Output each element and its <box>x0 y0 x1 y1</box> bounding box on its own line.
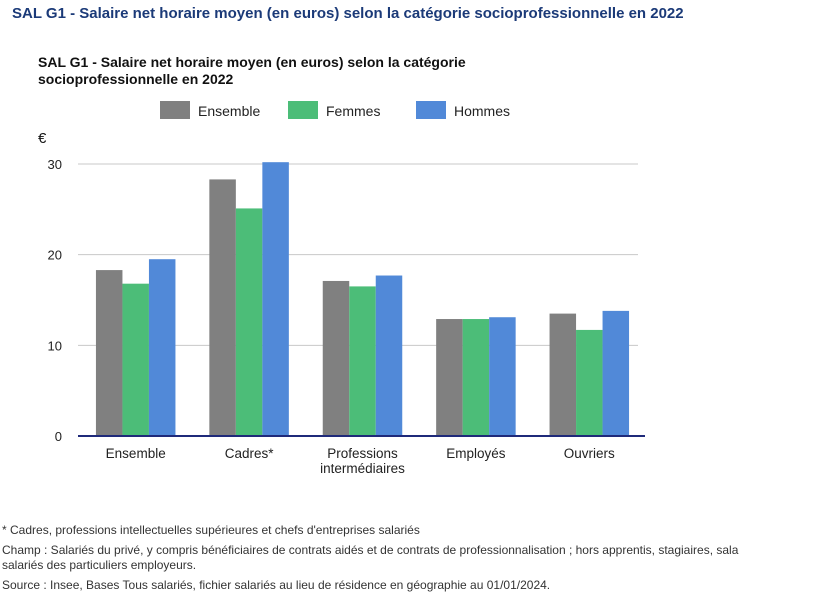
chart-legend: Ensemble Femmes Hommes <box>160 101 510 119</box>
bar-ensemble <box>436 319 463 436</box>
y-axis-unit-label: € <box>38 130 47 147</box>
bar-femmes <box>235 208 263 436</box>
x-tick-label: Employés <box>446 446 506 461</box>
y-tick-label: 10 <box>48 338 62 353</box>
bar-hommes <box>375 275 403 436</box>
legend-swatch-ensemble <box>160 101 190 119</box>
bar-femmes <box>462 319 490 436</box>
bar-chart: Ensemble Femmes Hommes € 0 10 20 30 Ensemble C… <box>38 101 645 476</box>
page-title: SAL G1 - Salaire net horaire moyen (en e… <box>12 5 684 22</box>
bar-ensemble <box>95 270 123 436</box>
champ-note-line-2: salariés des particuliers employeurs. <box>2 558 197 572</box>
bar-ensemble <box>322 280 350 436</box>
bar-hommes <box>489 317 516 436</box>
chart-notes: * Cadres, professions intellectuelles su… <box>2 523 828 598</box>
y-tick-label: 30 <box>48 157 62 172</box>
legend-label: Hommes <box>454 103 510 119</box>
bars <box>95 162 630 436</box>
bar-ensemble <box>549 313 577 436</box>
legend-label: Femmes <box>326 103 380 119</box>
source-note: Source : Insee, Bases Tous salariés, fic… <box>2 578 551 592</box>
y-tick-label: 0 <box>55 429 62 444</box>
bar-femmes <box>122 283 149 436</box>
bar-hommes <box>148 259 176 436</box>
x-tick-label: Ouvriers <box>564 446 615 461</box>
bar-femmes <box>576 329 603 436</box>
y-axis-ticks: 0 10 20 30 <box>48 157 62 444</box>
chart-title: SAL G1 - Salaire net horaire moyen (en e… <box>38 54 466 87</box>
legend-swatch-femmes <box>288 101 318 119</box>
bar-ensemble <box>209 179 236 436</box>
footnote: * Cadres, professions intellectuelles su… <box>2 523 420 537</box>
y-tick-label: 20 <box>48 248 62 263</box>
x-axis-tick-labels: Ensemble Cadres* Professions intermédiaires… <box>106 446 615 476</box>
legend-label: Ensemble <box>198 103 260 119</box>
champ-note: Champ : Salariés du privé, y compris bén… <box>2 543 828 573</box>
bar-hommes <box>262 162 289 436</box>
legend-swatch-hommes <box>416 101 446 119</box>
bar-hommes <box>602 310 630 436</box>
x-tick-label: Cadres* <box>225 446 275 461</box>
bar-femmes <box>349 286 376 436</box>
x-tick-label: Ensemble <box>106 446 166 461</box>
x-tick-label: Professions intermédiaires <box>320 446 405 476</box>
champ-note-line-1: Champ : Salariés du privé, y compris bén… <box>2 543 739 557</box>
